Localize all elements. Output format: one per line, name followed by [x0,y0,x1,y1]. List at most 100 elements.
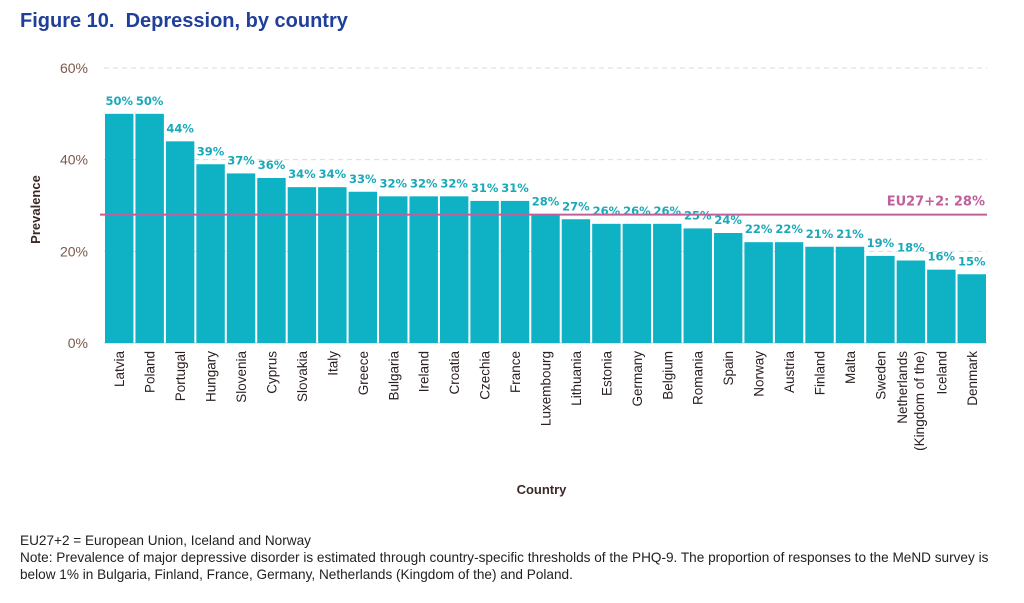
y-tick-label: 40% [60,152,88,168]
x-tick-label: Austria [782,351,797,394]
bar [653,223,682,343]
bar [500,200,530,343]
data-label: 31% [471,181,499,195]
x-tick-label: Estonia [599,351,614,397]
bar [470,200,499,343]
x-axis-title: Country [517,482,568,497]
data-label: 33% [349,172,377,186]
bar [287,187,317,343]
x-tick-label: Germany [630,351,645,407]
x-tick-label: Portugal [173,351,188,401]
data-label: 21% [836,227,864,241]
abbreviation-note: EU27+2 = European Union, Iceland and Nor… [20,533,311,548]
bar [318,187,347,343]
bar [226,173,256,343]
x-tick-label: Poland [143,351,158,393]
x-tick-label: Romania [691,351,706,406]
bar [439,196,469,343]
data-label: 32% [410,176,438,190]
bar [561,219,591,343]
data-label: 18% [897,241,925,255]
bar [592,223,621,343]
x-tick-label: Denmark [965,351,980,406]
x-tick-label: Slovakia [295,351,310,403]
bar [713,233,743,343]
data-label: 15% [958,254,986,268]
x-tick-label: Latvia [112,351,127,388]
x-tick-label: Lithuania [569,351,584,406]
bar [744,242,773,343]
bar [927,269,956,343]
data-label: 32% [440,176,468,190]
bar [683,228,712,343]
x-tick-label: Spain [721,351,736,386]
data-label: 26% [593,204,621,218]
x-tick-label: Cyprus [264,351,279,394]
x-tick-label: Iceland [934,351,949,395]
data-label: 26% [654,204,682,218]
x-tick-label: Sweden [873,351,888,400]
bars [105,113,986,343]
x-tick-label: Ireland [417,351,432,392]
x-tick-label: Luxembourg [539,351,554,426]
x-tick-label: Finland [813,351,828,395]
y-tick-label: 0% [68,335,88,351]
bar-chart: 0%20%40%60% 50% 50%44%39%37% 36%34% 34% 33% 3… [28,60,987,497]
method-note: Note: Prevalence of major depressive dis… [20,550,989,582]
data-label: 21% [806,227,834,241]
bar [348,191,378,343]
x-tick-label: Slovenia [234,351,249,403]
bar [957,274,986,343]
value-labels: 50% 50%44%39%37% 36%34% 34% 33% 32% 32% 32% 31% 3… [105,94,986,268]
data-label: 22% [775,222,803,236]
bar [835,246,865,343]
y-tick-label: 60% [60,60,88,76]
chart-notes: EU27+2 = European Union, Iceland and Nor… [20,532,1010,583]
data-label: 36% [258,158,286,172]
data-label: 19% [867,236,895,250]
data-label: 50% [105,94,133,108]
bar [774,242,804,343]
x-tick-label: France [508,351,523,393]
data-label: 28% [532,195,560,209]
data-label: 24% [714,213,742,227]
data-label: 31% [501,181,529,195]
data-label: 16% [928,250,956,264]
bar [135,113,164,343]
bar [531,214,560,343]
bar [379,196,408,343]
bar [409,196,438,343]
data-label: 39% [197,144,225,158]
x-tick-label: Bulgaria [386,351,401,401]
bar [257,178,286,343]
data-label: 50% [136,94,164,108]
bar [896,260,926,343]
reference-line-label: EU27+2: 28% [887,195,985,210]
data-label: 27% [562,199,590,213]
bar [866,255,895,343]
y-axis-ticks: 0% 20% 40% 60% [60,60,88,351]
x-tick-label: Italy [325,351,340,376]
x-tick-label: Greece [356,351,371,395]
figure-title: Figure 10. Depression, by country [20,10,348,32]
x-tick-label: Netherlands (Kingdom of the) [895,351,927,451]
bar [105,113,134,343]
data-label: 22% [745,222,773,236]
bar [165,141,195,343]
x-tick-label: Czechia [478,351,493,400]
data-label: 34% [319,167,347,181]
data-label: 32% [379,176,407,190]
x-axis-labels: Latvia Poland Portugal Hungary Slovenia Cypru… [112,351,980,451]
x-tick-label: Hungary [204,351,219,402]
data-label: 37% [227,153,255,167]
data-label: 26% [623,204,651,218]
data-label: 34% [288,167,316,181]
bar [805,246,834,343]
data-label: 44% [166,121,194,135]
x-tick-label: Belgium [660,351,675,400]
y-axis-title: Prevalence [28,175,43,244]
x-tick-label: Norway [752,351,767,397]
bar [196,164,225,343]
bar [622,223,652,343]
y-tick-label: 20% [60,243,88,259]
